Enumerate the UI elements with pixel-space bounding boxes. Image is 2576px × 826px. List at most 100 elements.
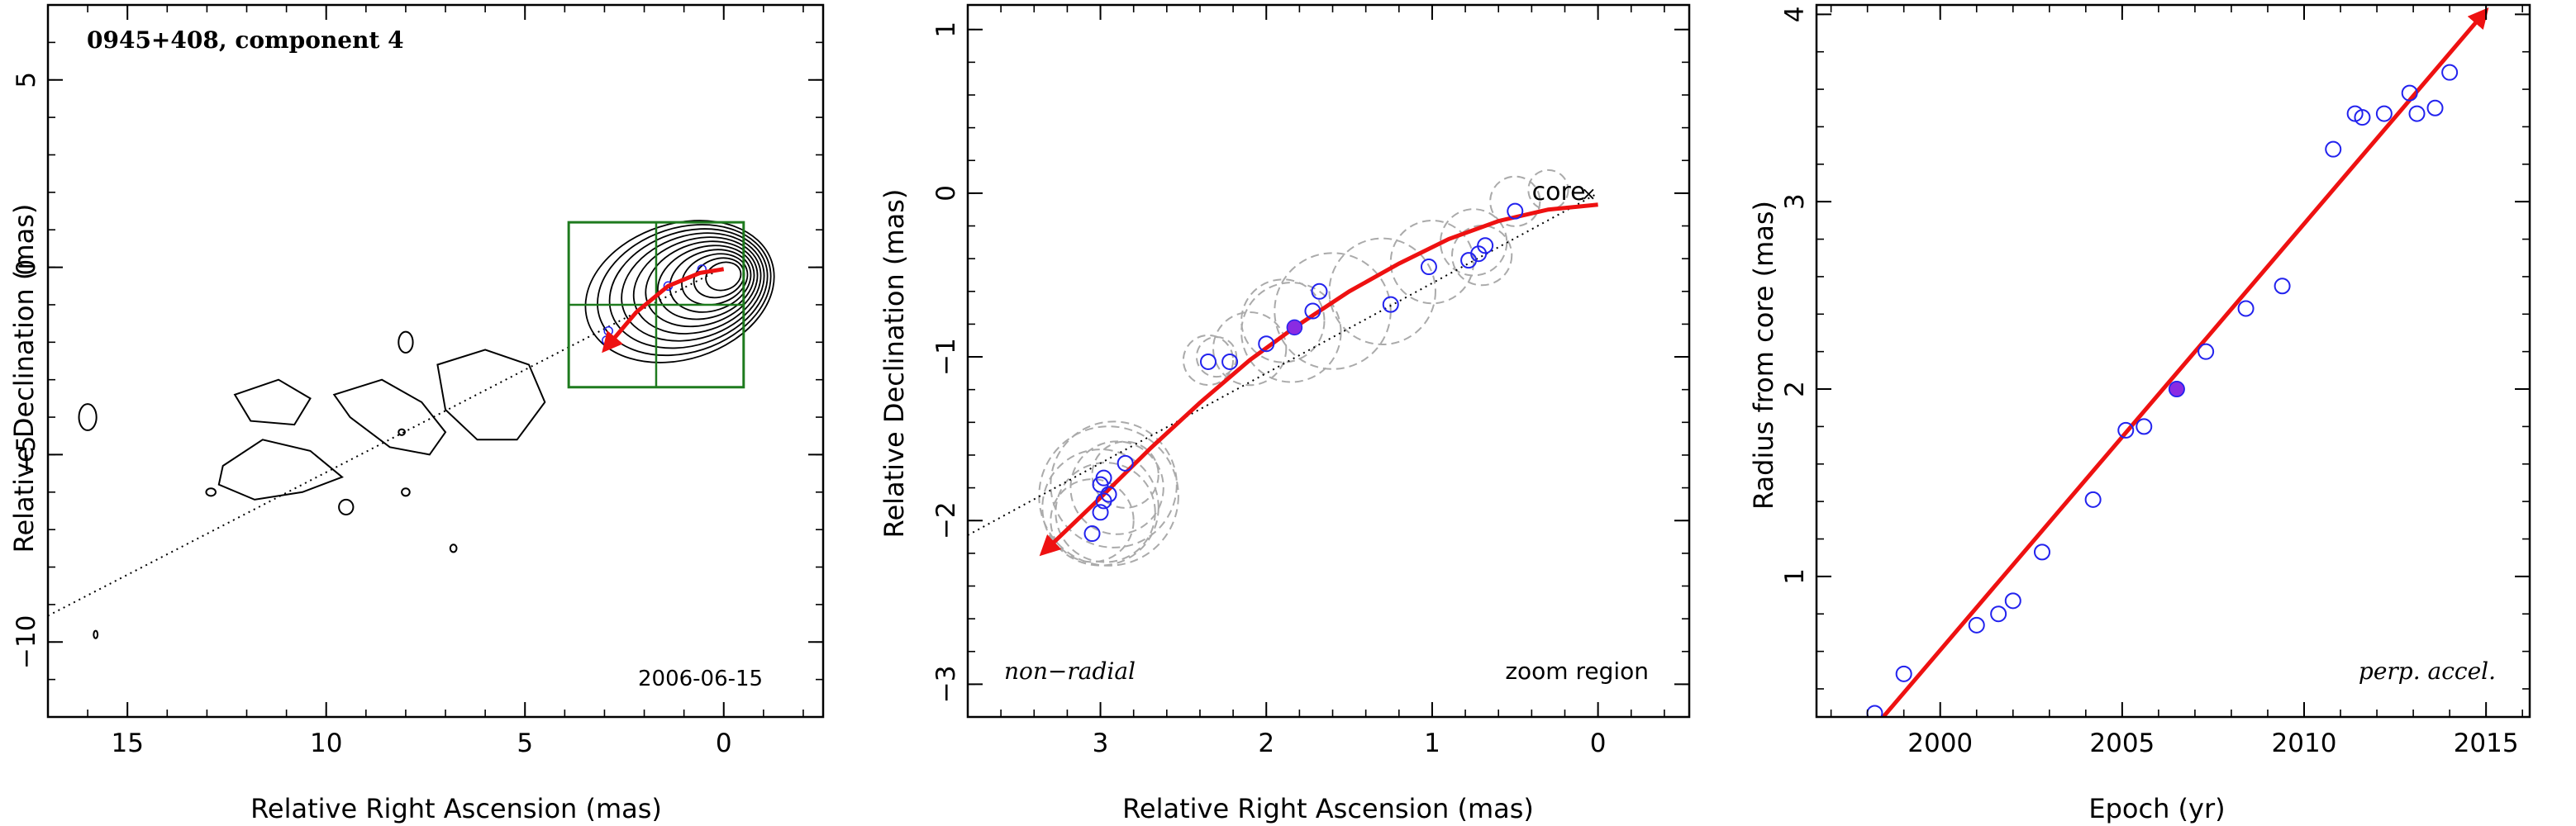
panel3-data-point (1895, 665, 1912, 682)
panel2-data-point (1258, 335, 1275, 353)
panel2-data-point (1100, 486, 1117, 503)
panel1-y-tick-label: 0 (12, 259, 41, 276)
panel1-core-contour (597, 224, 772, 357)
panel2-core-label: core (1532, 178, 1586, 206)
panel1-small-contour (338, 498, 355, 516)
panel2-uncertainty-circle (1055, 462, 1156, 563)
panel3-perp-accel-label: perp. accel. (2359, 657, 2496, 685)
panel2-data-point (1083, 525, 1101, 543)
panel1-x-tick-label: 5 (517, 729, 533, 758)
panel3-plot-area (1866, 7, 2489, 717)
panel2-uncertainty-circle (1240, 282, 1342, 383)
panel2-data-point (1507, 202, 1524, 220)
panel1-core-contour (621, 232, 765, 342)
panel2-data-point (1200, 353, 1217, 370)
panel3-data-point (2441, 64, 2459, 81)
panel2-data-point (1477, 237, 1494, 254)
panel3-data-point (2274, 278, 2291, 295)
panel3-data-point (2197, 343, 2215, 360)
panel1-plot-area (48, 220, 775, 639)
panel3-plot-frame (1815, 3, 2531, 719)
panel3-data-point (2237, 300, 2255, 317)
panel1-jet-contour (436, 349, 546, 441)
panel3-fit-line (1880, 7, 2489, 717)
panel3-data-point (2401, 84, 2418, 102)
panel3-data-point (1968, 616, 1985, 634)
panel3-data-point (2033, 544, 2050, 561)
panel1-core-contour (681, 253, 749, 306)
panel3-data-point (2136, 418, 2153, 435)
panel2-y-tick-label: −1 (931, 338, 961, 376)
panel1-small-contour (398, 428, 406, 436)
panel2-uncertainty-circle (1489, 175, 1541, 227)
panel2-data-point (1221, 353, 1239, 370)
panel2-data-point (1095, 469, 1112, 487)
panel1-x-axis-label: Relative Right Ascension (mas) (250, 793, 662, 824)
panel3-data-point (2375, 105, 2393, 122)
panel2-uncertainty-circle (1274, 252, 1392, 370)
panel2-y-tick-label: −3 (931, 666, 961, 704)
panel1-core-contour (632, 236, 762, 335)
panel2-y-tick-label: −2 (931, 501, 961, 539)
panel1-small-contour (401, 487, 411, 497)
panel2-zoom-region-label: zoom region (1505, 657, 1649, 685)
panel2-uncertainty-circle (1182, 334, 1235, 387)
panel2-data-point (1382, 296, 1399, 313)
panel2-uncertainty-circle (1328, 237, 1436, 346)
panel2-nonradial-label: non−radial (1004, 657, 1136, 685)
panel1-dotted-line (48, 266, 725, 617)
panel3-y-tick-label: 2 (1780, 381, 1810, 397)
panel2-plot-frame (966, 3, 1691, 719)
panel1-title: 0945+408, component 4 (87, 26, 404, 54)
panel1-x-tick-label: 15 (111, 729, 143, 758)
panel1-small-contour (398, 330, 414, 354)
panel1-y-tick-label: 5 (12, 72, 41, 88)
panel3-x-tick-label: 2015 (2454, 729, 2519, 758)
panel2-x-tick-label: 0 (1590, 729, 1607, 758)
panel2-y-tick-label: 1 (931, 21, 961, 38)
panel2-y-tick-label: 0 (931, 185, 961, 202)
panel3-data-point (1990, 605, 2007, 623)
panel3-x-tick-label: 2000 (1907, 729, 1973, 758)
panel2-data-point (1092, 504, 1109, 521)
panel-zoom-region: non−radial zoom region Relative Right As… (879, 3, 1691, 824)
panel2-reference-point (1286, 319, 1303, 336)
panel-radius-vs-epoch: perp. accel. Epoch (yr) Radius from core… (1748, 3, 2531, 824)
panel3-data-point (2426, 99, 2444, 116)
panel3-data-point (2354, 109, 2371, 126)
panel1-y-tick-label: −5 (12, 436, 41, 474)
panel3-data-point (2117, 421, 2135, 439)
panel2-uncertainty-circle (1212, 311, 1288, 387)
panel1-jet-contour (233, 378, 312, 426)
panel-contour-map: 0945+408, component 4 2006-06-15 Relativ… (8, 3, 825, 824)
panel1-plot-frame (46, 3, 825, 719)
panel3-data-point (1866, 705, 1883, 717)
panel3-data-point (2084, 491, 2102, 508)
panel1-x-tick-label: 10 (310, 729, 342, 758)
panel1-fit-path (602, 267, 725, 354)
panel1-core-contour (669, 249, 752, 313)
panel2-uncertainty-circle (1091, 440, 1159, 509)
panel1-y-tick-label: −10 (12, 615, 41, 669)
panel3-x-tick-label: 2010 (2272, 729, 2337, 758)
panel2-uncertainty-circle (1050, 478, 1135, 563)
panel1-date-label: 2006-06-15 (638, 667, 763, 691)
panel2-y-axis-label: Relative Declination (mas) (879, 189, 910, 539)
panel1-small-contour (78, 403, 98, 431)
panel3-x-axis-label: Epoch (yr) (2088, 793, 2225, 824)
panel1-jet-contour (332, 378, 447, 456)
panel2-plot-area: core× (968, 169, 1599, 567)
panel2-x-axis-label: Relative Right Ascension (mas) (1122, 793, 1534, 824)
panel3-y-tick-label: 4 (1780, 6, 1810, 22)
panel1-jet-contour (217, 439, 344, 501)
panel2-core-marker: × (1581, 184, 1596, 205)
panel1-core-contour (584, 220, 775, 363)
panel1-core-contour (656, 244, 755, 320)
panel3-x-tick-label: 2005 (2089, 729, 2155, 758)
panel3-y-axis-label: Radius from core (mas) (1748, 201, 1779, 510)
panel2-x-tick-label: 1 (1424, 729, 1440, 758)
panel1-small-contour (449, 544, 458, 553)
panel2-fit-curve (1039, 202, 1598, 557)
panel3-y-tick-label: 1 (1780, 568, 1810, 585)
